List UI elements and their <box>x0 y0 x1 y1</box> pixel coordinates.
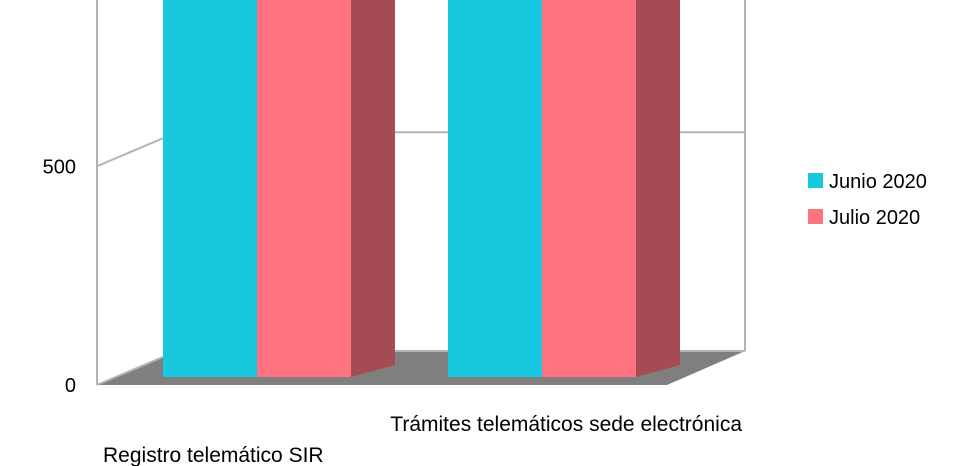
bar-front <box>163 0 257 377</box>
bar-front <box>448 0 542 377</box>
bar-front <box>542 0 636 377</box>
bar <box>257 0 395 377</box>
bars <box>163 0 680 377</box>
bar-front <box>257 0 351 377</box>
legend: Junio 2020 Julio 2020 <box>808 171 927 229</box>
legend-label: Julio 2020 <box>829 207 920 229</box>
legend-swatch <box>808 209 823 224</box>
x-axis-categories: Registro telemático SIR Trámites telemáti… <box>103 413 742 466</box>
x-category-label: Registro telemático SIR <box>103 444 324 466</box>
bar-side <box>351 0 395 377</box>
x-category-label: Trámites telemáticos sede electrónica <box>390 413 742 436</box>
bar-side <box>636 0 680 377</box>
y-axis-ticks: 05001.0001.5002.0002.5003.0003.5004.0004… <box>43 156 76 397</box>
legend-swatch <box>808 173 823 188</box>
bar <box>542 0 680 377</box>
legend-label: Junio 2020 <box>829 171 927 193</box>
y-tick-label: 0 <box>65 375 76 397</box>
y-tick-label: 500 <box>43 156 76 178</box>
